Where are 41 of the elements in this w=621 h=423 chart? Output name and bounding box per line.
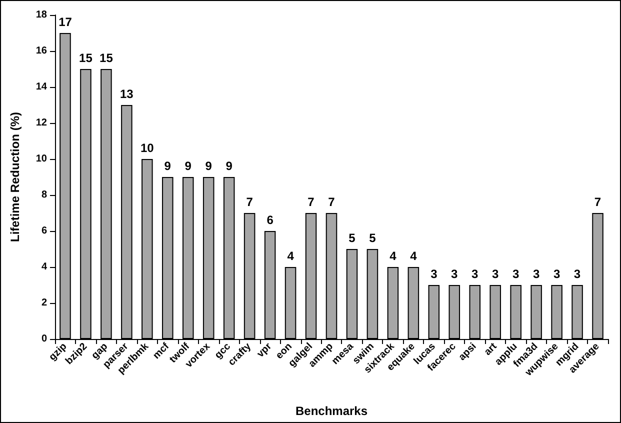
data-label: 4 <box>410 249 418 263</box>
y-tick-label: 2 <box>41 298 48 308</box>
data-label: 7 <box>246 195 254 209</box>
data-label: 3 <box>451 267 458 281</box>
data-label: 5 <box>348 231 356 245</box>
y-tick-label: 6 <box>41 226 48 236</box>
data-label: 7 <box>328 195 336 209</box>
y-tick-label: 0 <box>41 334 48 344</box>
y-axis-title: Lifetime Reduction (%) <box>8 112 22 242</box>
data-label: 3 <box>532 267 540 281</box>
data-label: 4 <box>287 249 294 263</box>
data-label: 13 <box>120 87 134 101</box>
data-label: 7 <box>308 195 315 209</box>
y-tick-label: 4 <box>41 262 48 272</box>
data-label: 7 <box>594 195 602 209</box>
data-label: 15 <box>100 51 114 65</box>
y-tick-label: 18 <box>36 10 48 20</box>
y-tick-label: 8 <box>41 190 48 200</box>
y-tick-label: 10 <box>36 154 48 164</box>
data-label: 17 <box>58 15 72 29</box>
data-label: 9 <box>226 159 233 173</box>
data-label: 10 <box>140 141 154 155</box>
x-tick-label: art <box>482 340 500 358</box>
data-label: 9 <box>184 159 192 173</box>
x-tick-label: vpr <box>255 341 274 360</box>
data-label: 5 <box>369 231 376 245</box>
data-label: 3 <box>553 267 560 281</box>
data-label: 4 <box>390 249 397 263</box>
data-label: 15 <box>79 51 93 65</box>
x-axis-title: Benchmarks <box>295 404 368 418</box>
data-label: 3 <box>574 267 581 281</box>
data-label: 9 <box>205 159 212 173</box>
data-label: 3 <box>472 267 479 281</box>
data-label: 3 <box>430 267 438 281</box>
data-label: 3 <box>512 267 520 281</box>
data-label: 6 <box>266 213 274 227</box>
data-label: 9 <box>164 159 172 173</box>
y-tick-label: 14 <box>36 82 48 92</box>
y-tick-label: 16 <box>36 46 48 56</box>
y-tick-label: 12 <box>36 118 48 128</box>
data-label: 3 <box>492 267 500 281</box>
